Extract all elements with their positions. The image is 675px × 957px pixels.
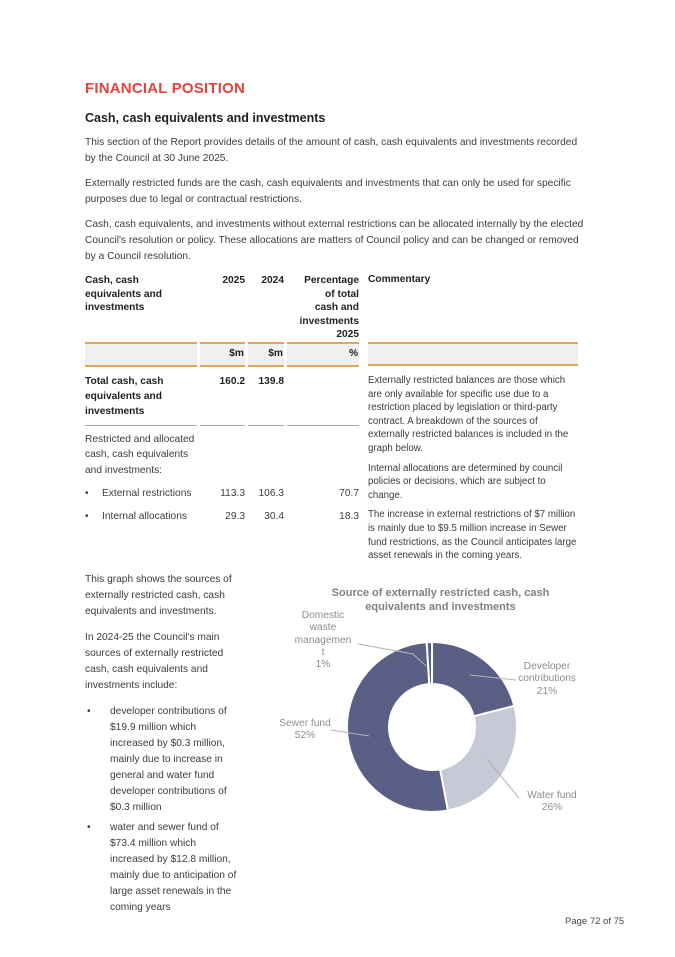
commentary-paragraphs: Externally restricted balances are those… [368, 374, 578, 563]
value-2024: 106.3 [258, 488, 285, 499]
cash-table: Cash, cash equivalents and investments 2… [85, 274, 585, 569]
value-pct [287, 367, 359, 426]
row-label-text: External restrictions [102, 488, 192, 499]
donut-chart: Source of externally restricted cash, ca… [278, 582, 603, 857]
section-heading: FINANCIAL POSITION [85, 80, 245, 97]
value-pct [287, 426, 359, 483]
units-row: $m $m % [85, 342, 359, 367]
table-row-total: Total cash, cash equivalents and investm… [85, 367, 359, 426]
graph-bullet-1-text: developer contributions of $19.9 million… [110, 706, 227, 813]
header-label: Cash, cash equivalents and investments [85, 275, 162, 313]
chart-label-2: Sewer fund 52% [279, 718, 331, 742]
cash-table-figures: Cash, cash equivalents and investments 2… [85, 274, 368, 569]
chart-label-3: Water fund 26% [527, 790, 577, 814]
row-label: Restricted and allocated cash, cash equi… [85, 433, 195, 476]
value-2025: 113.3 [220, 488, 245, 499]
subsection-heading: Cash, cash equivalents and investments [85, 111, 326, 125]
table-row-internal: • Internal allocations 29.3 30.4 18.3 [85, 505, 359, 528]
graph-bullet-2-text: water and sewer fund of $73.4 million wh… [110, 822, 237, 913]
chart-canvas: Domestic waste managemen t 1% Developer c… [278, 582, 603, 857]
leader-line-1 [469, 674, 517, 681]
header-percentage: Percentage of total cash and investments… [299, 275, 359, 340]
bullet-glyph: • [87, 822, 91, 833]
value-2024: 139.8 [248, 367, 284, 426]
value-2024: 30.4 [264, 511, 284, 522]
value-pct: 18.3 [339, 511, 359, 522]
commentary-paragraph-1: Externally restricted balances are those… [368, 375, 569, 454]
graph-bullet-2: • water and sewer fund of $73.4 million … [85, 820, 241, 916]
value-2025: 29.3 [225, 511, 245, 522]
value-pct: 70.7 [339, 488, 359, 499]
cash-table-grid: Cash, cash equivalents and investments 2… [82, 274, 362, 528]
value-2025: 160.2 [200, 367, 245, 426]
row-label: • Internal allocations [85, 505, 197, 528]
donut-slice-1 [438, 704, 518, 812]
chart-label-1: Developer contributions 21% [518, 661, 576, 697]
units-empty-cell [85, 342, 197, 367]
main-column: FINANCIAL POSITION Cash, cash equivalent… [85, 80, 585, 569]
donut-svg [330, 640, 520, 813]
bullet-glyph: • [85, 488, 89, 499]
graph-paragraph-1: This graph shows the sources of external… [85, 574, 232, 617]
donut-slice-2 [345, 641, 450, 813]
graph-description-block: This graph shows the sources of external… [85, 572, 241, 920]
donut-slice-3 [425, 640, 433, 686]
table-row-external: • External restrictions 113.3 106.3 70.7 [85, 482, 359, 505]
graph-bullet-1: • developer contributions of $19.9 milli… [85, 704, 241, 816]
table-header-row: Cash, cash equivalents and investments 2… [85, 274, 359, 342]
header-2025: 2025 [222, 275, 245, 286]
value-2024 [248, 426, 284, 483]
intro-paragraph-1: This section of the Report provides deta… [85, 137, 578, 164]
units-2024: $m [248, 342, 284, 367]
leader-line-3 [486, 758, 520, 799]
header-2024: 2024 [261, 275, 284, 286]
commentary-paragraph-2: Internal allocations are determined by c… [368, 462, 563, 501]
table-row-restricted: Restricted and allocated cash, cash equi… [85, 426, 359, 483]
row-label: • External restrictions [85, 482, 197, 505]
commentary-units-strip [368, 342, 578, 366]
units-pct: % [287, 342, 359, 367]
intro-paragraph-2: Externally restricted funds are the cash… [85, 178, 571, 205]
commentary-paragraph-3: The increase in external restrictions of… [368, 509, 577, 562]
header-commentary: Commentary [368, 274, 431, 285]
commentary-column: Commentary Externally restricted balance… [368, 274, 578, 569]
bullet-glyph: • [87, 706, 91, 717]
row-label: Total cash, cash equivalents and investm… [85, 367, 197, 426]
leader-line-0 [357, 643, 427, 667]
value-2025 [200, 426, 245, 483]
bullet-glyph: • [85, 511, 89, 522]
units-2025: $m [200, 342, 245, 367]
intro-paragraph-3: Cash, cash equivalents, and investments … [85, 219, 584, 262]
graph-paragraph-2: In 2024-25 the Council's main sources of… [85, 632, 224, 691]
chart-title: Source of externally restricted cash, ca… [331, 587, 550, 613]
row-label-text: Internal allocations [102, 511, 187, 522]
chart-label-0: Domestic waste managemen t 1% [294, 610, 352, 671]
leader-line-2 [330, 729, 370, 737]
page-number: Page 72 of 75 [565, 916, 625, 927]
